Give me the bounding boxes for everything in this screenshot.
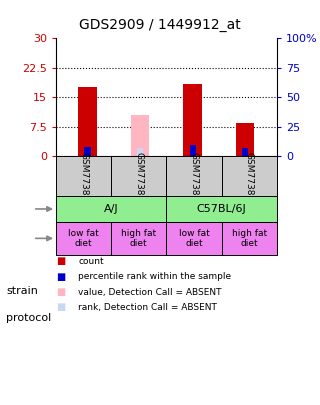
Bar — [78, 87, 97, 156]
Bar — [222, 222, 277, 255]
Bar — [236, 123, 254, 156]
Text: A/J: A/J — [104, 204, 118, 214]
Bar — [56, 156, 111, 196]
Text: GDS2909 / 1449912_at: GDS2909 / 1449912_at — [79, 18, 241, 32]
Text: ■: ■ — [56, 256, 65, 266]
Bar — [242, 147, 248, 156]
Text: strain: strain — [6, 286, 38, 296]
Bar — [137, 148, 143, 156]
Bar — [166, 222, 222, 255]
Text: value, Detection Call = ABSENT: value, Detection Call = ABSENT — [78, 288, 222, 296]
Bar — [189, 145, 196, 156]
Bar — [111, 222, 166, 255]
Bar — [222, 156, 277, 196]
Bar — [166, 196, 277, 222]
Text: GSM77380: GSM77380 — [79, 151, 88, 201]
Text: count: count — [78, 257, 104, 266]
Bar — [56, 196, 166, 222]
Text: rank, Detection Call = ABSENT: rank, Detection Call = ABSENT — [78, 303, 217, 312]
Text: protocol: protocol — [6, 313, 52, 323]
Bar — [166, 156, 222, 196]
Bar — [111, 156, 166, 196]
Text: percentile rank within the sample: percentile rank within the sample — [78, 272, 232, 281]
Text: low fat
diet: low fat diet — [68, 229, 99, 248]
Text: ■: ■ — [56, 287, 65, 297]
Text: GSM77383: GSM77383 — [245, 151, 254, 201]
Text: ■: ■ — [56, 303, 65, 312]
Text: low fat
diet: low fat diet — [179, 229, 209, 248]
Text: C57BL/6J: C57BL/6J — [197, 204, 246, 214]
Text: GSM77381: GSM77381 — [134, 151, 143, 201]
Bar — [84, 147, 91, 156]
Bar — [131, 115, 149, 156]
Text: ■: ■ — [56, 272, 65, 281]
Text: GSM77382: GSM77382 — [189, 151, 198, 201]
Bar — [56, 222, 111, 255]
Text: high fat
diet: high fat diet — [121, 229, 156, 248]
Bar — [183, 83, 202, 156]
Text: high fat
diet: high fat diet — [232, 229, 267, 248]
